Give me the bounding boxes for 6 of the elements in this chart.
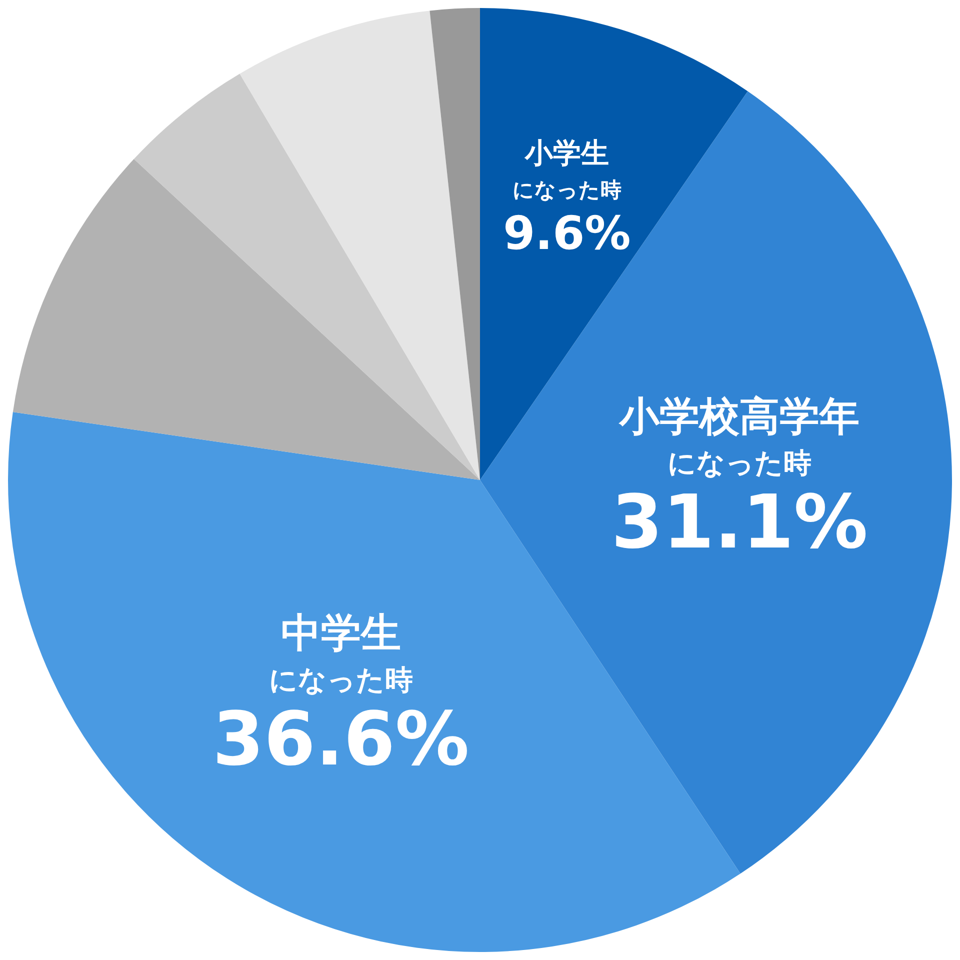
slice-label: 中学生になった時 (268, 610, 413, 696)
data-label: 36.6% (212, 696, 470, 782)
slice-label: 小学校高学年になった時 (618, 394, 860, 480)
data-label: 31.1% (611, 480, 868, 566)
slice-label: 小学生になった時 (512, 136, 622, 202)
data-label: 9.6% (503, 206, 631, 260)
